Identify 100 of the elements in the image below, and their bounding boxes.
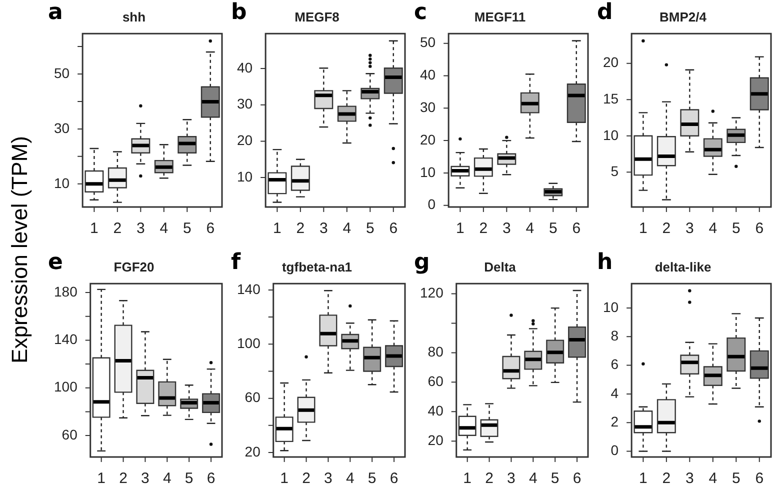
y-tick-label: 2	[610, 413, 619, 430]
x-tick-label: 4	[162, 470, 172, 488]
y-tick-label: 120	[420, 284, 444, 301]
x-tick-label: 6	[206, 470, 216, 488]
text: c	[414, 0, 428, 25]
text: h	[597, 250, 613, 275]
y-tick-label: 0	[610, 442, 619, 458]
y-axis-title: Expression level (TPM)	[7, 136, 33, 364]
x-tick-label: 3	[502, 220, 511, 238]
x-tick-label: 5	[366, 220, 374, 238]
x-tick-label: 4	[526, 220, 534, 238]
chart-title: MEGF11	[474, 9, 526, 24]
x-tick-label: 5	[548, 220, 558, 238]
x-tick-label: 2	[662, 220, 671, 238]
y-tick-label: 5	[610, 163, 619, 180]
x-tick-label: 5	[368, 470, 376, 488]
y-tick-label: 40	[236, 59, 253, 76]
y-tick-label: 50	[54, 64, 70, 81]
y-tick-label: 10	[54, 174, 70, 191]
x-tick-label: 1	[639, 470, 648, 488]
y-tick-label: 60	[62, 426, 78, 442]
y-tick-label: 140	[54, 331, 78, 348]
x-tick-label: 2	[662, 470, 671, 488]
x-tick-label: 4	[708, 470, 718, 488]
x-tick-label: 4	[708, 220, 718, 238]
x-tick-label: 5	[184, 470, 194, 488]
y-tick-label: 6	[610, 356, 619, 372]
x-tick-label: 1	[90, 220, 98, 238]
text: a	[48, 0, 63, 25]
chart-title: Delta	[484, 259, 517, 274]
y-tick-label: 30	[420, 99, 436, 116]
x-tick-label: 1	[97, 470, 106, 488]
x-tick-label: 3	[136, 220, 145, 238]
y-tick-label: 8	[610, 327, 619, 344]
y-tick-label: 0	[428, 196, 436, 212]
text: e	[48, 250, 63, 275]
x-tick-label: 3	[319, 220, 328, 238]
y-tick-label: 10	[236, 168, 253, 184]
y-tick-label: 15	[602, 90, 619, 106]
x-tick-label: 4	[346, 470, 354, 488]
x-tick-label: 6	[755, 470, 764, 488]
y-tick-label: 30	[236, 96, 253, 112]
x-tick-label: 4	[342, 220, 352, 238]
x-tick-label: 3	[324, 470, 332, 488]
y-tick-label: 100	[54, 378, 78, 395]
x-tick-label: 2	[485, 470, 494, 488]
chart-title: FGF20	[114, 259, 154, 274]
y-tick-label: 10	[602, 298, 619, 315]
x-tick-label: 3	[685, 470, 694, 488]
x-tick-label: 6	[572, 220, 581, 238]
y-tick-label: 10	[602, 126, 619, 143]
y-tick-label: 20	[428, 432, 444, 448]
x-tick-label: 6	[389, 220, 398, 238]
y-tick-label: 100	[237, 335, 261, 352]
x-tick-label: 2	[302, 470, 310, 488]
y-tick-label: 60	[428, 373, 444, 390]
x-tick-label: 1	[273, 220, 282, 238]
x-tick-label: 1	[280, 470, 288, 488]
x-tick-label: 6	[390, 470, 398, 488]
x-tick-label: 6	[755, 220, 764, 238]
x-tick-label: 6	[206, 220, 215, 238]
text: b	[231, 0, 247, 25]
y-tick-label: 20	[236, 132, 253, 148]
x-tick-label: 4	[160, 220, 168, 238]
y-tick-label: 80	[428, 344, 444, 360]
x-tick-label: 1	[463, 470, 472, 488]
x-tick-label: 3	[141, 470, 150, 488]
x-tick-label: 6	[572, 470, 582, 488]
x-tick-label: 4	[528, 470, 538, 488]
chart-title: tgfbeta-na1	[282, 259, 352, 274]
chart-title: shh	[122, 9, 146, 24]
x-tick-label: 5	[182, 220, 192, 238]
y-tick-label: 50	[420, 34, 436, 50]
x-tick-label: 2	[479, 220, 488, 238]
y-tick-label: 40	[420, 66, 436, 83]
text: f	[231, 250, 241, 275]
chart-title: delta-like	[654, 259, 712, 274]
x-tick-label: 5	[550, 470, 560, 488]
x-tick-label: 2	[113, 220, 122, 238]
x-tick-label: 3	[507, 470, 516, 488]
y-tick-label: 40	[428, 402, 444, 418]
x-tick-label: 1	[639, 220, 648, 238]
y-tick-label: 140	[237, 280, 261, 297]
y-tick-label: 20	[244, 443, 261, 460]
x-tick-label: 2	[296, 220, 305, 238]
x-tick-label: 5	[732, 220, 740, 238]
x-tick-label: 5	[732, 470, 740, 488]
x-tick-label: 2	[119, 470, 128, 488]
chart-title: MEGF8	[294, 9, 340, 24]
y-tick-label: 30	[54, 120, 70, 136]
y-tick-label: 180	[54, 283, 78, 300]
y-tick-label: 4	[610, 384, 619, 401]
text: d	[597, 0, 613, 25]
y-tick-label: 10	[420, 164, 436, 180]
y-tick-label: 60	[244, 389, 261, 406]
x-tick-label: 3	[685, 220, 694, 238]
chart-title: BMP2/4	[660, 9, 708, 24]
y-tick-label: 20	[602, 54, 619, 70]
y-tick-label: 20	[420, 131, 436, 148]
text: g	[414, 250, 430, 275]
